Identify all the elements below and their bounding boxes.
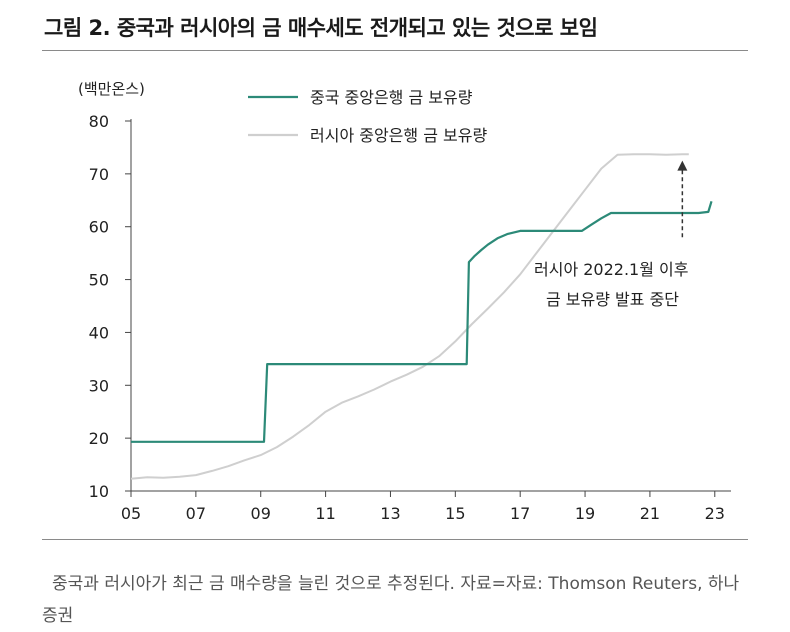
annotation-line-1: 러시아 2022.1월 이후 bbox=[534, 260, 688, 279]
x-axis-ticks: 05 07 09 11 13 15 17 19 21 23 bbox=[121, 491, 725, 523]
y-tick-label: 70 bbox=[89, 165, 109, 184]
annotation-arrowhead bbox=[677, 160, 688, 171]
caption-divider bbox=[42, 539, 748, 540]
y-tick-label: 10 bbox=[89, 482, 109, 501]
x-tick-label: 15 bbox=[445, 504, 465, 523]
series-lines bbox=[130, 153, 713, 480]
legend-label-russia: 러시아 중앙은행 금 보유량 bbox=[310, 126, 487, 145]
x-tick-label: 19 bbox=[575, 504, 595, 523]
y-tick-label: 50 bbox=[89, 271, 109, 290]
series-line-china bbox=[131, 200, 713, 443]
y-tick-label: 20 bbox=[89, 429, 109, 448]
legend-label-china: 중국 중앙은행 금 보유량 bbox=[310, 88, 473, 107]
y-tick-label: 40 bbox=[89, 323, 109, 342]
x-tick-label: 09 bbox=[251, 504, 271, 523]
gold-reserves-line-chart: (백만온스) 중국 중앙은행 금 보유량 러시아 중앙은행 금 보유량 10 20… bbox=[78, 80, 731, 523]
x-tick-label: 21 bbox=[640, 504, 660, 523]
x-tick-label: 05 bbox=[121, 504, 141, 523]
figure-caption: 중국과 러시아가 최근 금 매수량을 늘린 것으로 추정된다. 자료=자료: T… bbox=[42, 574, 740, 626]
y-axis-ticks: 10 20 30 40 50 60 70 80 bbox=[89, 112, 131, 501]
annotation: 러시아 2022.1월 이후 금 보유량 발표 중단 bbox=[534, 160, 688, 309]
figure-title: 그림 2. 중국과 러시아의 금 매수세도 전개되고 있는 것으로 보임 bbox=[44, 16, 598, 40]
y-tick-label: 80 bbox=[89, 112, 109, 131]
x-tick-label: 13 bbox=[380, 504, 400, 523]
x-tick-label: 07 bbox=[186, 504, 206, 523]
title-divider bbox=[42, 50, 748, 51]
series-line-russia bbox=[130, 153, 689, 480]
y-tick-label: 60 bbox=[89, 218, 109, 237]
axes bbox=[130, 119, 731, 492]
annotation-line-2: 금 보유량 발표 중단 bbox=[546, 290, 679, 309]
x-tick-label: 11 bbox=[315, 504, 335, 523]
x-tick-label: 23 bbox=[705, 504, 725, 523]
legend: 중국 중앙은행 금 보유량 러시아 중앙은행 금 보유량 bbox=[248, 88, 487, 145]
y-tick-label: 30 bbox=[89, 376, 109, 395]
y-unit-label: (백만온스) bbox=[78, 80, 145, 98]
x-tick-label: 17 bbox=[510, 504, 530, 523]
